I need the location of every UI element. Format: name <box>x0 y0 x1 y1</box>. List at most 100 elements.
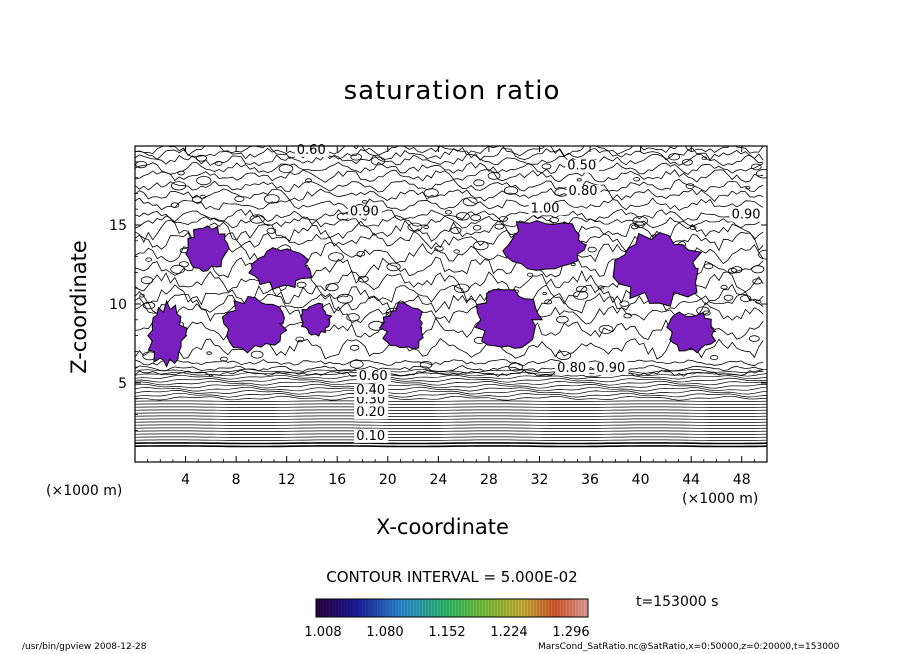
colorbar-tick-label: 1.152 <box>428 625 465 640</box>
supersaturated-fills <box>148 221 716 367</box>
contour-blob <box>347 314 360 321</box>
contour-blob <box>350 360 363 368</box>
contour-line <box>135 413 767 414</box>
time-label: t=153000 s <box>636 594 718 610</box>
colorbar: 1.008 1.080 1.152 1.224 1.296 <box>304 599 589 640</box>
contour-line <box>135 179 763 192</box>
contour-label-bg <box>354 430 388 443</box>
contour-line <box>135 431 767 432</box>
contour-blob <box>690 226 696 229</box>
x-tick-label: 4 <box>181 472 190 488</box>
contour-blob <box>704 264 713 269</box>
contour-blob <box>454 250 460 253</box>
contour-line <box>135 422 767 423</box>
contour-blob <box>757 169 772 178</box>
contour-blob <box>267 228 276 233</box>
contour-label: 0.90 <box>732 208 761 223</box>
contour-blob <box>350 345 359 350</box>
colorbar-gradient <box>316 599 588 617</box>
contour-blob <box>190 244 197 248</box>
contour-blob <box>624 314 632 318</box>
contour-line <box>135 143 763 156</box>
contour-label: 0.30 <box>356 393 385 408</box>
contour-label-bg <box>357 370 391 383</box>
contour-blob <box>173 322 184 328</box>
contour-blob <box>620 301 629 306</box>
contour-blob <box>634 177 640 181</box>
contour-blob <box>731 267 742 273</box>
contour-blob <box>588 247 596 252</box>
contour-blob <box>197 176 211 184</box>
contour-blob <box>599 325 613 333</box>
contour-label-bg <box>348 206 382 219</box>
contour-blob <box>235 196 244 201</box>
contour-blob <box>756 300 761 303</box>
contour-label: 0.50 <box>567 159 596 174</box>
contour-label: 0.90 <box>596 361 625 376</box>
contour-blob <box>169 325 180 331</box>
contour-line <box>135 292 763 314</box>
contour-blob <box>362 200 367 203</box>
contour-interval-label: CONTOUR INTERVAL = 5.000E-02 <box>0 568 904 586</box>
contour-line <box>135 318 763 340</box>
contour-blob <box>463 198 477 206</box>
contour-blob <box>711 355 718 359</box>
contour-line <box>135 370 763 376</box>
contour-blob <box>759 250 774 259</box>
contour-blob <box>424 226 429 229</box>
contour-line <box>135 154 763 166</box>
contour-label: 0.10 <box>356 429 385 444</box>
contour-blob <box>473 226 481 231</box>
contour-line <box>135 170 763 183</box>
contour-line <box>135 396 767 400</box>
contour-blob <box>329 253 344 262</box>
contour-line <box>135 220 763 242</box>
contour-blob <box>542 164 551 169</box>
contour-blob <box>215 161 222 165</box>
contour-blob <box>200 195 206 198</box>
contour-blob <box>488 172 500 179</box>
contour-blob <box>408 223 422 231</box>
plot-frame <box>135 146 767 462</box>
contour-line <box>135 393 767 397</box>
contour-blob <box>655 273 668 281</box>
contour-line <box>135 404 767 405</box>
y-tick-label: 5 <box>118 376 127 392</box>
contour-blob <box>471 215 481 221</box>
contour-line <box>135 401 767 402</box>
contour-blob <box>633 217 648 226</box>
contour-blob <box>264 318 270 321</box>
contour-blob <box>687 336 693 339</box>
contour-line <box>135 285 763 306</box>
contour-blob <box>504 187 517 195</box>
contour-line <box>135 425 767 426</box>
y-tick-label: 15 <box>109 218 127 234</box>
contour-blob <box>420 361 432 368</box>
contour-blob <box>673 241 686 248</box>
footer-command: /usr/bin/gpview 2008-12-28 <box>22 642 146 652</box>
contour-blob <box>143 302 155 309</box>
contour-blob <box>721 285 727 289</box>
contour-label: 0.60 <box>359 369 388 384</box>
contour-line <box>135 443 767 444</box>
y-tick-label: 10 <box>109 297 127 313</box>
contour-blob <box>371 157 385 165</box>
contour-label: 0.90 <box>350 205 379 220</box>
contour-blob <box>697 307 710 314</box>
contour-blob <box>555 189 569 197</box>
contour-label-bg <box>565 160 599 173</box>
contour-blob <box>746 187 750 190</box>
contour-line <box>135 162 763 174</box>
contour-line <box>135 366 763 372</box>
contour-blob <box>454 284 469 293</box>
x-tick-label: 24 <box>429 472 447 488</box>
contour-label-bg <box>567 185 601 198</box>
contour-line <box>135 434 767 435</box>
contour-line <box>135 416 767 417</box>
contour-label-bg <box>354 384 388 397</box>
contour-line <box>135 381 767 385</box>
contour-line <box>135 410 767 411</box>
x-tick-label: 48 <box>733 472 751 488</box>
contour-blob <box>143 352 157 360</box>
